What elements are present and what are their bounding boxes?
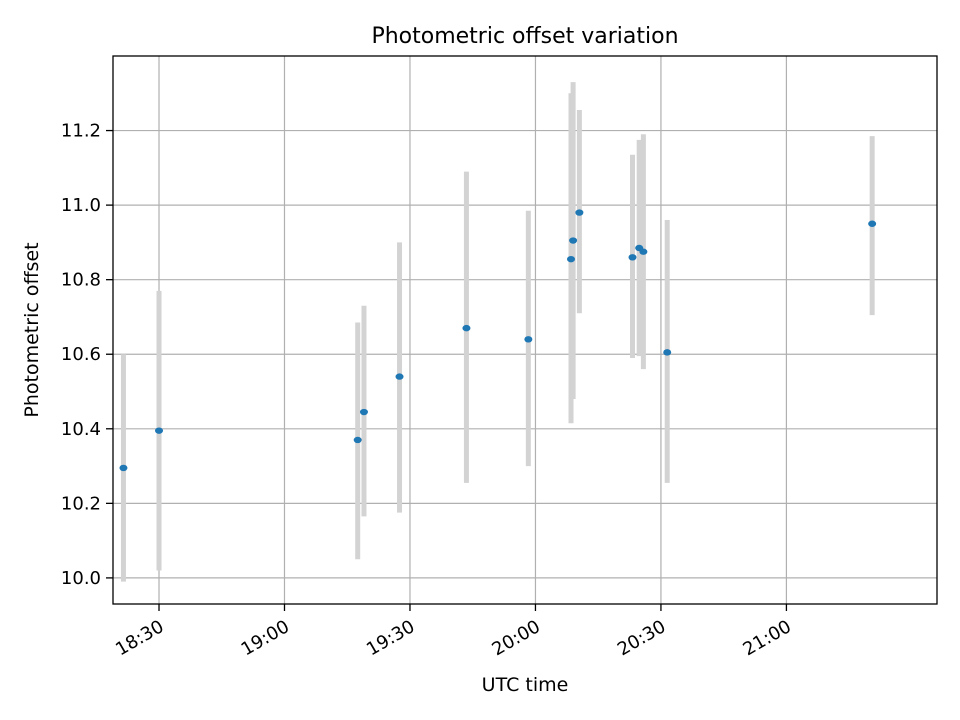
data-points bbox=[119, 209, 877, 472]
x-tick-label: 20:30 bbox=[614, 616, 669, 660]
chart-title: Photometric offset variation bbox=[371, 24, 678, 49]
y-tick-label: 11.0 bbox=[61, 195, 101, 216]
data-point bbox=[524, 336, 533, 343]
y-tick-label: 10.2 bbox=[61, 493, 101, 514]
data-point bbox=[359, 408, 368, 416]
data-point bbox=[567, 255, 576, 263]
x-tick-label: 19:00 bbox=[238, 616, 293, 660]
data-point bbox=[628, 254, 637, 261]
x-tick-label: 18:30 bbox=[112, 616, 167, 660]
error-bars bbox=[120, 82, 875, 582]
plot-frame bbox=[112, 55, 938, 605]
x-axis-label: UTC time bbox=[482, 674, 569, 696]
data-point bbox=[395, 373, 404, 380]
x-tick-label: 20:00 bbox=[489, 616, 544, 660]
data-point bbox=[663, 349, 672, 356]
y-axis-label: Photometric offset bbox=[21, 242, 43, 417]
x-tick-label: 21:00 bbox=[739, 616, 794, 660]
data-point bbox=[639, 248, 648, 255]
data-point bbox=[119, 464, 128, 472]
y-tick-label: 10.0 bbox=[61, 568, 101, 589]
grid bbox=[113, 56, 937, 604]
x-tick-label: 19:30 bbox=[363, 616, 418, 660]
data-point bbox=[575, 209, 584, 216]
y-tick-label: 10.4 bbox=[61, 419, 101, 440]
y-tick-label: 10.8 bbox=[61, 270, 101, 291]
data-point bbox=[868, 220, 877, 227]
data-point bbox=[155, 427, 164, 434]
data-point bbox=[569, 237, 578, 244]
y-tick-label: 10.6 bbox=[61, 344, 101, 365]
data-point bbox=[353, 436, 362, 444]
y-axis-ticks: 10.0 10.2 10.4 10.6 10.8 11.0 11.2 bbox=[61, 121, 113, 589]
data-point bbox=[462, 324, 471, 332]
x-axis-ticks: 18:30 19:00 19:30 20:00 20:30 21:00 bbox=[112, 604, 795, 660]
y-tick-label: 11.2 bbox=[61, 121, 101, 142]
